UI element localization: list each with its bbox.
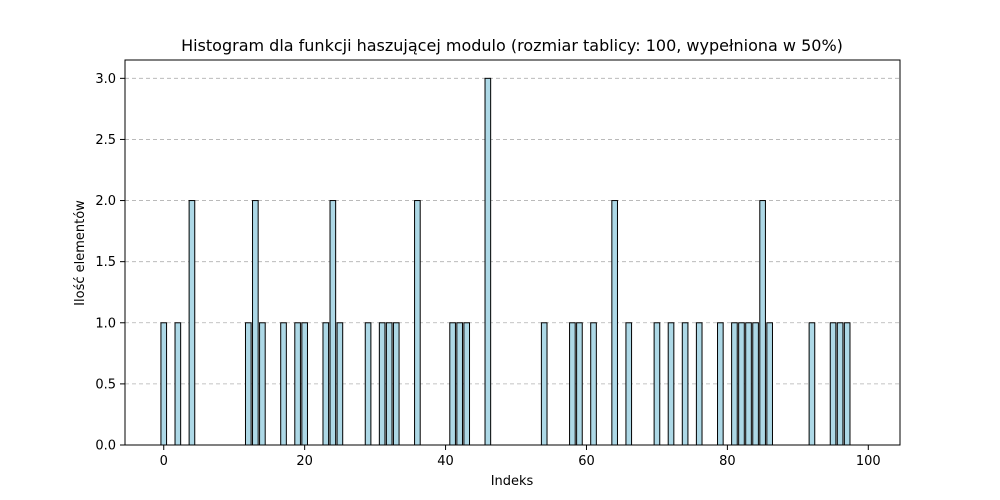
x-tick-label: 40	[437, 454, 454, 469]
histogram-bar	[836, 322, 844, 446]
histogram-bar	[717, 322, 724, 446]
histogram-bar	[576, 322, 583, 446]
x-tick-label: 0	[160, 454, 168, 469]
histogram-bar	[414, 200, 421, 446]
histogram-bar	[745, 322, 752, 446]
histogram-bar	[252, 200, 259, 446]
x-tick-label: 100	[856, 454, 881, 469]
histogram-bar	[364, 322, 372, 446]
histogram-bar	[681, 322, 689, 446]
histogram-bar	[484, 77, 492, 446]
histogram-bar	[808, 322, 816, 446]
x-tick-label: 60	[578, 454, 595, 469]
y-tick-label: 3.0	[95, 72, 116, 87]
histogram-bar	[759, 200, 766, 446]
histogram-bar	[590, 322, 597, 446]
y-tick-label: 1.5	[95, 255, 116, 270]
histogram-bar	[160, 322, 168, 446]
histogram-bar	[625, 322, 633, 446]
histogram-bar	[766, 322, 773, 446]
histogram-bar	[843, 322, 851, 446]
histogram-bar	[294, 322, 301, 446]
histogram-bar	[385, 322, 393, 446]
y-tick-label: 2.5	[95, 133, 116, 148]
histogram-bar	[540, 322, 548, 446]
bars-layer	[160, 77, 851, 446]
histogram-bar	[188, 200, 196, 446]
histogram-bar	[463, 322, 471, 446]
x-tick-label: 20	[296, 454, 313, 469]
histogram-bar	[569, 322, 576, 446]
plot-frame	[124, 59, 901, 446]
histogram-bar	[731, 322, 738, 446]
histogram-bar	[336, 322, 344, 446]
y-tick-label: 0.0	[95, 439, 116, 454]
y-axis-title: Ilość elementów	[73, 200, 88, 306]
histogram-bar	[667, 322, 675, 446]
y-tick-label: 1.0	[95, 316, 116, 331]
histogram-bar	[449, 322, 456, 446]
histogram-bar	[378, 322, 386, 446]
histogram-bar	[695, 322, 703, 446]
x-tick-label: 80	[719, 454, 736, 469]
ticks-layer: 0 20 40 60 80 100 0.0 0.5 1.0 1.5 2.0 2.5 3.0	[95, 72, 880, 469]
histogram-bar	[280, 322, 287, 446]
histogram-bar	[738, 322, 745, 446]
histogram-bar	[322, 322, 330, 446]
chart-title: Histogram dla funkcji haszującej modulo …	[181, 36, 843, 55]
histogram-bar	[653, 322, 661, 446]
axes-layer	[124, 59, 901, 446]
y-tick-label: 2.0	[95, 194, 116, 209]
histogram-bar	[301, 322, 308, 446]
histogram-bar	[829, 322, 837, 446]
histogram-bar	[174, 322, 182, 446]
histogram-bar	[329, 200, 337, 446]
histogram-bar	[456, 322, 463, 446]
grid-layer	[125, 77, 900, 446]
histogram-bar	[752, 322, 759, 446]
histogram-bar	[259, 322, 266, 446]
histogram-bar	[611, 200, 618, 446]
histogram-bar	[244, 322, 252, 446]
x-axis-title: Indeks	[491, 474, 534, 489]
histogram-bar	[392, 322, 400, 446]
y-tick-label: 0.5	[95, 377, 116, 392]
